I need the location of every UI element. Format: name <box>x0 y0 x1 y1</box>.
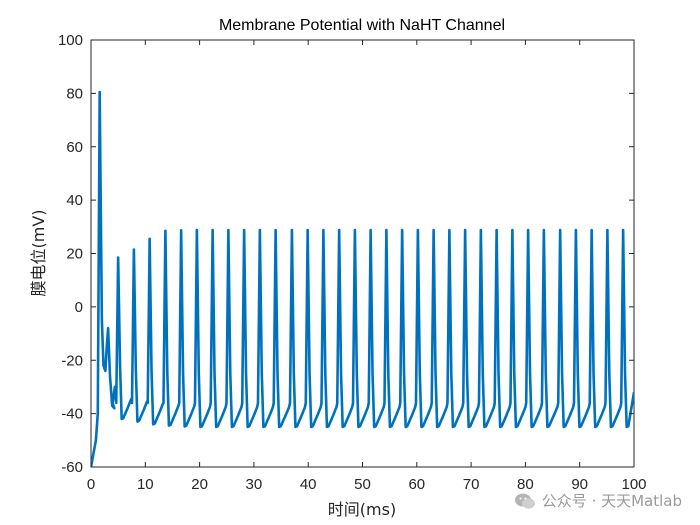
y-axis-label: 膜电位(mV) <box>29 209 48 296</box>
x-tick-label: 20 <box>191 476 208 493</box>
x-tick-label: 60 <box>408 476 425 493</box>
x-tick-label: 90 <box>571 476 588 493</box>
y-tick-label: 0 <box>75 299 83 316</box>
wechat-icon <box>514 493 535 509</box>
x-tick-label: 50 <box>354 476 371 493</box>
x-tick-label: 30 <box>246 476 263 493</box>
watermark-text: 公众号 · 天天Matlab <box>541 492 682 510</box>
series-layer <box>91 90 634 467</box>
y-tick-label: -40 <box>61 406 83 423</box>
chart-title: Membrane Potential with NaHT Channel <box>219 17 505 34</box>
x-tick-label: 0 <box>87 476 95 493</box>
x-tick-label: 10 <box>137 476 154 493</box>
y-tick-label: -20 <box>61 352 83 369</box>
x-tick-label: 100 <box>621 476 646 493</box>
y-tick-label: 80 <box>66 85 83 102</box>
y-tick-label: 60 <box>66 139 83 156</box>
x-tick-label: 40 <box>300 476 317 493</box>
series-line <box>91 90 634 467</box>
watermark: 公众号 · 天天Matlab <box>514 490 682 511</box>
tick-layer: 0 10 20 30 40 50 60 70 80 90 100 -60 -40 -20 0 20 40 60 80… <box>58 32 647 493</box>
x-tick-label: 80 <box>517 476 534 493</box>
x-axis-label: 时间(ms) <box>328 500 396 519</box>
y-tick-label: 40 <box>66 192 83 209</box>
axes-box <box>90 39 635 468</box>
y-tick-label: 20 <box>66 246 83 263</box>
y-tick-label: -60 <box>61 459 83 476</box>
y-tick-label: 100 <box>58 32 83 49</box>
plot-area: 0 10 20 30 40 50 60 70 80 90 100 -60 -40 -20 0 20 40 60 80… <box>58 32 647 493</box>
x-tick-label: 70 <box>463 476 480 493</box>
